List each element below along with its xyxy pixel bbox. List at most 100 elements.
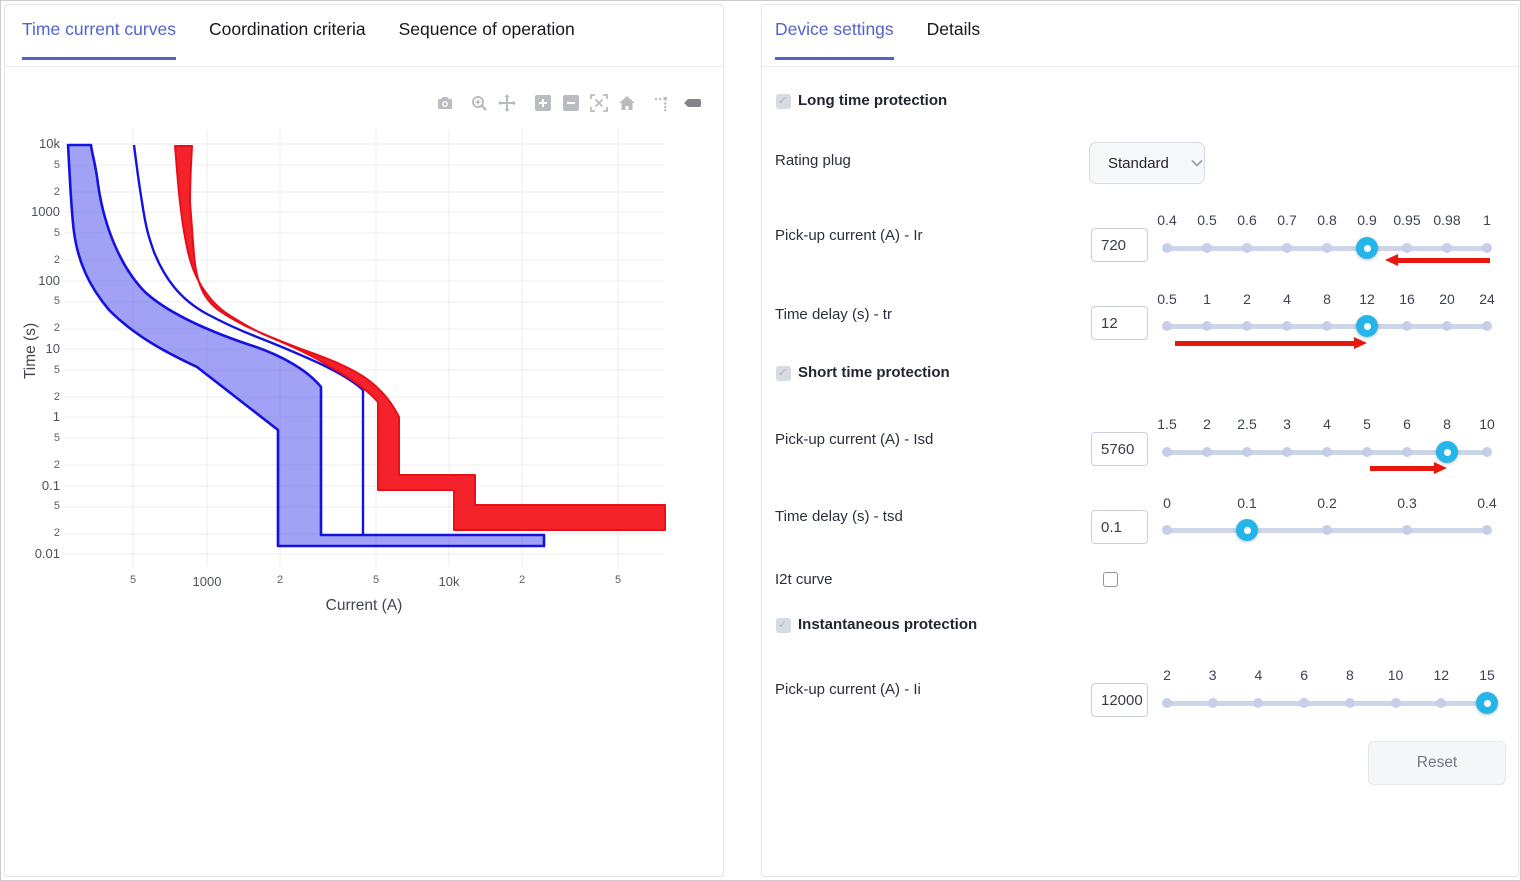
slider-tick-dot: [1162, 321, 1172, 331]
ir-label: Pick-up current (A) - Ir: [775, 227, 923, 244]
zoom-out-icon[interactable]: [561, 93, 581, 113]
selected-device-band: [174, 145, 666, 531]
rating-plug-value: Standard: [1108, 154, 1169, 172]
slider-tick-label: 4: [1283, 291, 1291, 307]
pan-icon[interactable]: [497, 93, 517, 113]
slider-tick-dot: [1253, 698, 1264, 708]
slider-tick-dot: [1202, 447, 1212, 457]
instantaneous-protection-label: Instantaneous protection: [798, 616, 978, 633]
y-tick-label: 5: [53, 432, 60, 444]
slider-tick-dot: [1282, 243, 1292, 253]
tsd-input[interactable]: [1091, 510, 1148, 544]
slider-tick-dot: [1299, 698, 1310, 708]
slider-tick-label: 0.4: [1477, 495, 1497, 511]
ii-input[interactable]: [1091, 683, 1148, 717]
instantaneous-protection-checkbox[interactable]: [776, 618, 791, 633]
tcc-panel: Time current curves Coordination criteri…: [4, 4, 724, 877]
x-tick-label: 1000: [192, 574, 222, 589]
slider-tick-label: 0.98: [1433, 212, 1461, 228]
slider-tick-dot: [1242, 321, 1252, 331]
x-tick-label: 2: [518, 574, 526, 586]
slider-tick-label: 20: [1439, 291, 1455, 307]
y-tick-label: 0.1: [41, 478, 60, 493]
slider-tick-label: 0.6: [1237, 212, 1257, 228]
y-tick-label: 5: [53, 159, 60, 171]
tsd-slider-handle[interactable]: [1236, 519, 1258, 541]
slider-tick-label: 3: [1283, 416, 1291, 432]
x-axis-title: Current (A): [325, 597, 403, 614]
tr-slider: 0.5 1 2 4 8 12 16 20 24: [1157, 287, 1495, 359]
short-time-protection-checkbox[interactable]: [776, 366, 791, 381]
y-tick-label: 1: [52, 409, 60, 424]
y-tick-label: 2: [53, 391, 60, 403]
slider-tick-label: 0.1: [1237, 495, 1257, 511]
reset-button[interactable]: Reset: [1368, 741, 1506, 785]
slider-tick-label: 2: [1163, 667, 1171, 683]
y-tick-label: 2: [53, 459, 60, 471]
ir-input[interactable]: [1091, 228, 1148, 262]
slider-tick-dot: [1442, 321, 1452, 331]
home-icon[interactable]: [617, 93, 637, 113]
tab-coordination-criteria[interactable]: Coordination criteria: [208, 19, 366, 39]
slider-tick-label: 15: [1479, 667, 1495, 683]
y-tick-label: 2: [53, 186, 60, 198]
zoom-icon[interactable]: [469, 93, 489, 113]
ii-slider-handle[interactable]: [1476, 692, 1498, 714]
tr-input[interactable]: [1091, 306, 1148, 340]
ir-annotation-arrowhead: [1385, 253, 1398, 266]
slider-tick-label: 0.5: [1197, 212, 1217, 228]
slider-tick-label: 2: [1243, 291, 1251, 307]
slider-tick-dot: [1202, 321, 1212, 331]
slider-tick-label: 1: [1203, 291, 1211, 307]
slider-tick-dot: [1344, 698, 1355, 708]
slider-tick-dot: [1402, 243, 1412, 253]
tr-annotation-arrowhead: [1354, 336, 1367, 349]
ii-slider-track[interactable]: [1167, 700, 1487, 706]
slider-tick-label: 0.9: [1357, 212, 1377, 228]
y-tick-label: 1000: [31, 204, 60, 219]
tab-time-current-curves[interactable]: Time current curves: [22, 19, 176, 60]
i2t-label: I2t curve: [775, 571, 833, 588]
slider-tick-label: 0.2: [1317, 495, 1337, 511]
tab-device-settings[interactable]: Device settings: [775, 19, 894, 60]
tcc-chart-plot[interactable]: [57, 124, 672, 572]
y-axis-title: Time (s): [22, 322, 39, 380]
slider-tick-label: 8: [1443, 416, 1451, 432]
rating-plug-select[interactable]: Standard: [1089, 142, 1205, 184]
slider-tick-label: 12: [1433, 667, 1450, 683]
spikelines-icon[interactable]: [653, 93, 673, 113]
slider-tick-dot: [1162, 698, 1172, 708]
settings-panel: Device settings Details Long time protec…: [761, 4, 1519, 877]
slider-tick-dot: [1436, 698, 1447, 708]
tr-annotation-arrow: [1175, 340, 1354, 346]
y-tick-label: 0.01: [34, 546, 60, 561]
tab-details[interactable]: Details: [926, 19, 981, 39]
slider-tick-label: 0.95: [1393, 212, 1421, 228]
y-tick-label: 2: [53, 527, 60, 539]
ir-slider: 0.4 0.5 0.6 0.7 0.8 0.9 0.95 0.98 1: [1157, 208, 1492, 280]
slider-tick-dot: [1322, 525, 1332, 535]
slider-tick-label: 0: [1163, 495, 1171, 511]
autoscale-icon[interactable]: [589, 93, 609, 113]
slider-tick-label: 4: [1323, 416, 1331, 432]
tab-sequence-of-operation[interactable]: Sequence of operation: [398, 19, 575, 39]
isd-slider-handle[interactable]: [1436, 441, 1458, 463]
slider-tick-label: 0.8: [1317, 212, 1337, 228]
camera-icon[interactable]: [435, 93, 455, 113]
ir-slider-handle[interactable]: [1356, 237, 1378, 259]
tab-divider: [5, 66, 723, 67]
y-tick-label: 5: [53, 227, 60, 239]
chart-modebar: [435, 93, 703, 113]
slider-tick-label: 5: [1363, 416, 1371, 432]
long-time-protection-checkbox[interactable]: [776, 94, 791, 109]
i2t-checkbox[interactable]: [1103, 572, 1118, 587]
isd-input[interactable]: [1091, 432, 1148, 466]
slider-tick-label: 0.5: [1157, 291, 1177, 307]
tr-slider-handle[interactable]: [1356, 315, 1378, 337]
slider-tick-dot: [1482, 525, 1492, 535]
y-tick-label: 10k: [39, 136, 60, 151]
isd-annotation-arrow: [1370, 465, 1434, 471]
zoom-in-icon[interactable]: [533, 93, 553, 113]
slider-tick-dot: [1322, 243, 1332, 253]
plotly-logo-icon[interactable]: [683, 93, 703, 113]
